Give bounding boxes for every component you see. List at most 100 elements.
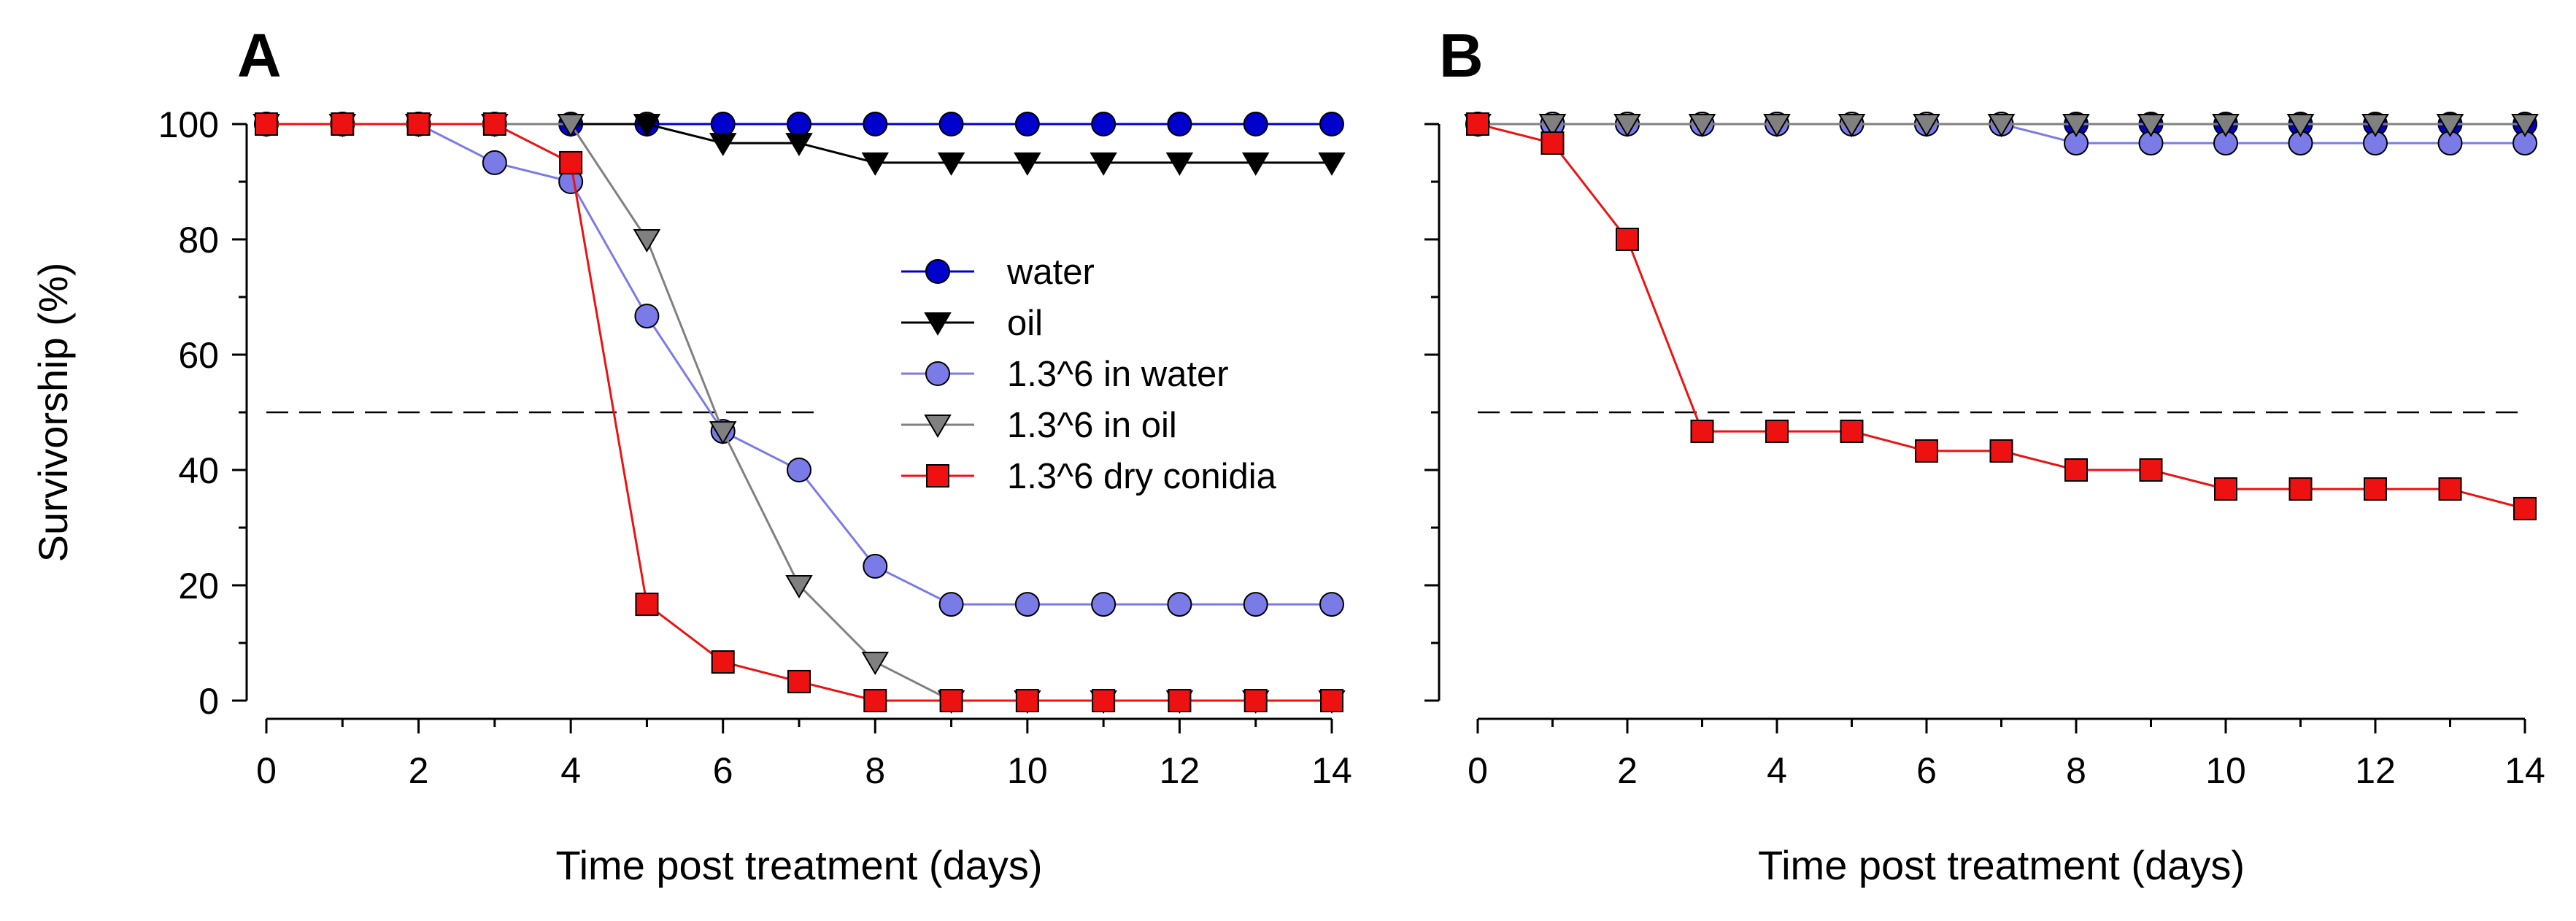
data-point bbox=[2064, 458, 2088, 482]
data-point bbox=[1540, 131, 1565, 155]
data-point bbox=[2137, 114, 2165, 137]
data-point bbox=[1243, 592, 1268, 617]
data-point bbox=[1165, 152, 1194, 176]
data-point bbox=[557, 114, 585, 137]
data-point bbox=[633, 114, 661, 137]
x-axis-label: Time post treatment (days) bbox=[1758, 842, 2245, 888]
legend-label: oil bbox=[1007, 304, 1043, 343]
data-point bbox=[1091, 592, 1117, 617]
data-point bbox=[331, 112, 355, 136]
data-point bbox=[2062, 114, 2090, 137]
data-point bbox=[2214, 477, 2237, 501]
data-point bbox=[1538, 114, 1567, 137]
data-point bbox=[863, 112, 888, 136]
data-point bbox=[2436, 114, 2464, 137]
data-point bbox=[482, 150, 507, 175]
data-point bbox=[1989, 439, 2013, 463]
data-point bbox=[863, 553, 888, 579]
y-tick-label: 60 bbox=[178, 335, 219, 376]
x-tick-label: 12 bbox=[1160, 750, 1200, 791]
x-tick-label: 0 bbox=[1468, 750, 1488, 791]
x-tick-label: 6 bbox=[1916, 750, 1937, 791]
data-point bbox=[2364, 477, 2387, 501]
data-point bbox=[2361, 114, 2389, 137]
x-tick-label: 14 bbox=[2504, 750, 2545, 791]
data-point bbox=[406, 112, 431, 136]
data-point bbox=[1840, 420, 1864, 444]
panel-letter: A bbox=[237, 21, 282, 90]
data-point bbox=[1837, 114, 1866, 137]
data-point bbox=[1319, 112, 1344, 136]
data-point bbox=[1015, 689, 1039, 712]
data-point bbox=[787, 669, 811, 693]
data-point bbox=[787, 112, 811, 136]
x-tick-label: 2 bbox=[1617, 750, 1638, 791]
legend-marker bbox=[924, 415, 952, 438]
data-point bbox=[1168, 689, 1192, 712]
data-point bbox=[785, 575, 813, 598]
data-point bbox=[2139, 458, 2163, 482]
data-point bbox=[709, 133, 737, 157]
data-point bbox=[1688, 114, 1716, 137]
panel-a: A 0 20 40 60 80 100 0 2 4 6 8 10 12 14 Time post treatm… bbox=[30, 21, 1352, 888]
data-point bbox=[1241, 152, 1270, 176]
data-point bbox=[938, 112, 964, 136]
data-point bbox=[1765, 420, 1789, 444]
legend-label: 1.3^6 dry conidia bbox=[1007, 457, 1277, 496]
data-point bbox=[1243, 112, 1268, 136]
panel-letter: B bbox=[1439, 21, 1484, 90]
data-point bbox=[861, 152, 890, 176]
x-tick-label: 8 bbox=[2066, 750, 2086, 791]
data-point bbox=[2438, 477, 2462, 501]
x-tick-label: 10 bbox=[2205, 750, 2246, 791]
panel-b: B 0 2 4 6 8 10 12 14 Time post treatment (days) bbox=[1424, 21, 2545, 888]
x-tick-label: 14 bbox=[1311, 750, 1352, 791]
data-point bbox=[1014, 152, 1041, 176]
y-axis-label: Survivorship (%) bbox=[30, 263, 76, 563]
data-point bbox=[861, 652, 890, 676]
data-point bbox=[939, 689, 963, 712]
data-point bbox=[1243, 689, 1268, 712]
data-point bbox=[1616, 228, 1639, 251]
data-point bbox=[2212, 114, 2240, 137]
legend-marker bbox=[926, 464, 949, 488]
data-point bbox=[1987, 114, 2016, 137]
data-point bbox=[1091, 112, 1117, 136]
data-point bbox=[709, 421, 737, 445]
data-point bbox=[482, 112, 506, 136]
legend-label: water bbox=[1006, 253, 1095, 292]
data-point bbox=[787, 458, 811, 482]
data-point bbox=[938, 592, 964, 617]
data-point bbox=[1167, 592, 1192, 617]
data-point bbox=[635, 593, 659, 617]
data-point bbox=[937, 152, 965, 176]
data-point bbox=[1915, 439, 1938, 463]
data-point bbox=[633, 229, 661, 253]
x-tick-label: 2 bbox=[409, 750, 429, 791]
data-point bbox=[711, 650, 735, 674]
data-point bbox=[1167, 112, 1192, 136]
x-tick-label: 4 bbox=[560, 750, 581, 791]
data-point bbox=[1466, 112, 1489, 136]
data-point bbox=[559, 150, 583, 174]
data-point bbox=[634, 304, 660, 329]
data-point bbox=[1763, 114, 1791, 137]
x-tick-label: 6 bbox=[713, 750, 733, 791]
legend: water oil 1.3^6 in water 1.3^6 in oil 1.3^6 … bbox=[901, 253, 1277, 496]
data-point bbox=[1014, 592, 1040, 617]
data-point bbox=[2511, 114, 2539, 137]
x-tick-label: 4 bbox=[1767, 750, 1787, 791]
series-4 bbox=[1466, 112, 2537, 520]
y-tick-label: 0 bbox=[198, 681, 219, 722]
y-tick-label: 20 bbox=[178, 566, 219, 606]
legend-marker bbox=[925, 259, 950, 284]
data-point bbox=[1613, 114, 1641, 137]
data-point bbox=[2513, 496, 2537, 520]
legend-marker bbox=[925, 361, 950, 386]
data-point bbox=[863, 689, 887, 712]
data-point bbox=[1014, 112, 1040, 136]
data-point bbox=[1092, 689, 1116, 712]
legend-label: 1.3^6 in oil bbox=[1007, 406, 1177, 445]
y-tick-label: 40 bbox=[178, 450, 219, 491]
